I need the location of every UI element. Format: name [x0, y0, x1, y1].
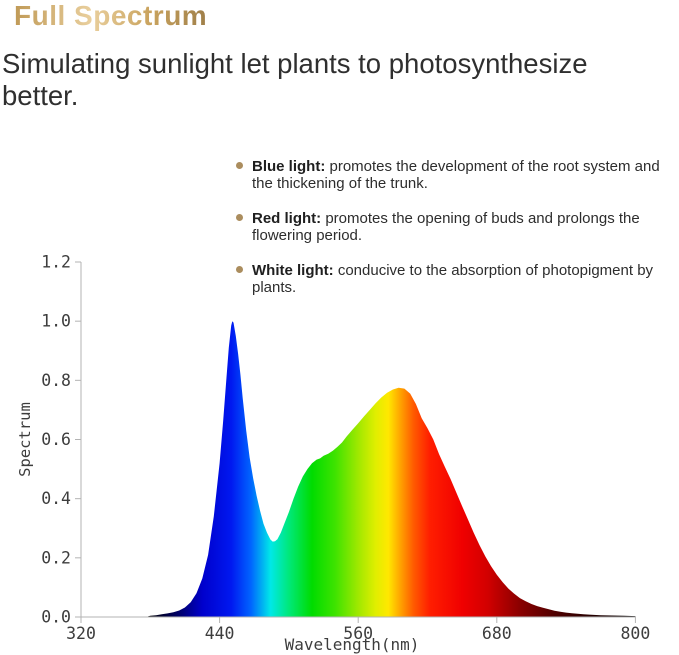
- spectrum-curve: [148, 321, 636, 617]
- subtitle: Simulating sunlight let plants to photos…: [2, 48, 588, 111]
- y-tick-label: 0.6: [41, 430, 71, 449]
- bullet-text: promotes the opening of buds and prolong…: [252, 210, 640, 244]
- x-tick-label: 800: [620, 624, 650, 643]
- x-tick-label: 440: [205, 624, 235, 643]
- light-benefits-list: Blue light: promotes the development of …: [236, 158, 672, 314]
- bullet-label: Blue light:: [252, 158, 326, 175]
- y-tick-label: 0.4: [41, 489, 71, 508]
- y-tick-label: 1.0: [41, 312, 71, 331]
- x-tick-label: 560: [343, 624, 373, 643]
- y-tick-label: 0.8: [41, 371, 71, 390]
- bullet-label: White light:: [252, 262, 334, 279]
- x-tick-label: 320: [66, 624, 96, 643]
- bullet-dot-icon: [236, 266, 243, 273]
- page-title: Full Spectrum: [14, 0, 208, 31]
- y-tick-label: 0.0: [41, 608, 71, 627]
- y-tick-label: 1.2: [41, 253, 71, 272]
- spectrum-chart-svg: 0.0 0.2 0.4 0.6 0.8 1.0 1.2 320 440 560 680 800 Wave…: [16, 253, 650, 655]
- spectrum-chart: 0.0 0.2 0.4 0.6 0.8 1.0 1.2 320 440 560 680 800 Wave…: [0, 245, 679, 655]
- bullet-label: Red light:: [252, 210, 322, 227]
- y-tick-label: 0.2: [41, 548, 71, 567]
- bullet-dot-icon: [236, 162, 243, 169]
- list-item-red-light: Red light: promotes the opening of buds …: [236, 210, 672, 244]
- y-axis-title: Spectrum: [16, 402, 34, 477]
- bullet-text: conducive to the absorption of photopigm…: [252, 262, 654, 296]
- bullet-text: promotes the development of the root sys…: [252, 158, 660, 192]
- list-item-blue-light: Blue light: promotes the development of …: [236, 158, 672, 192]
- x-axis-title: Wavelength(nm): [285, 635, 420, 654]
- x-tick-label: 680: [482, 624, 512, 643]
- list-item-white-light: White light: conducive to the absorption…: [236, 262, 672, 296]
- bullet-dot-icon: [236, 214, 243, 221]
